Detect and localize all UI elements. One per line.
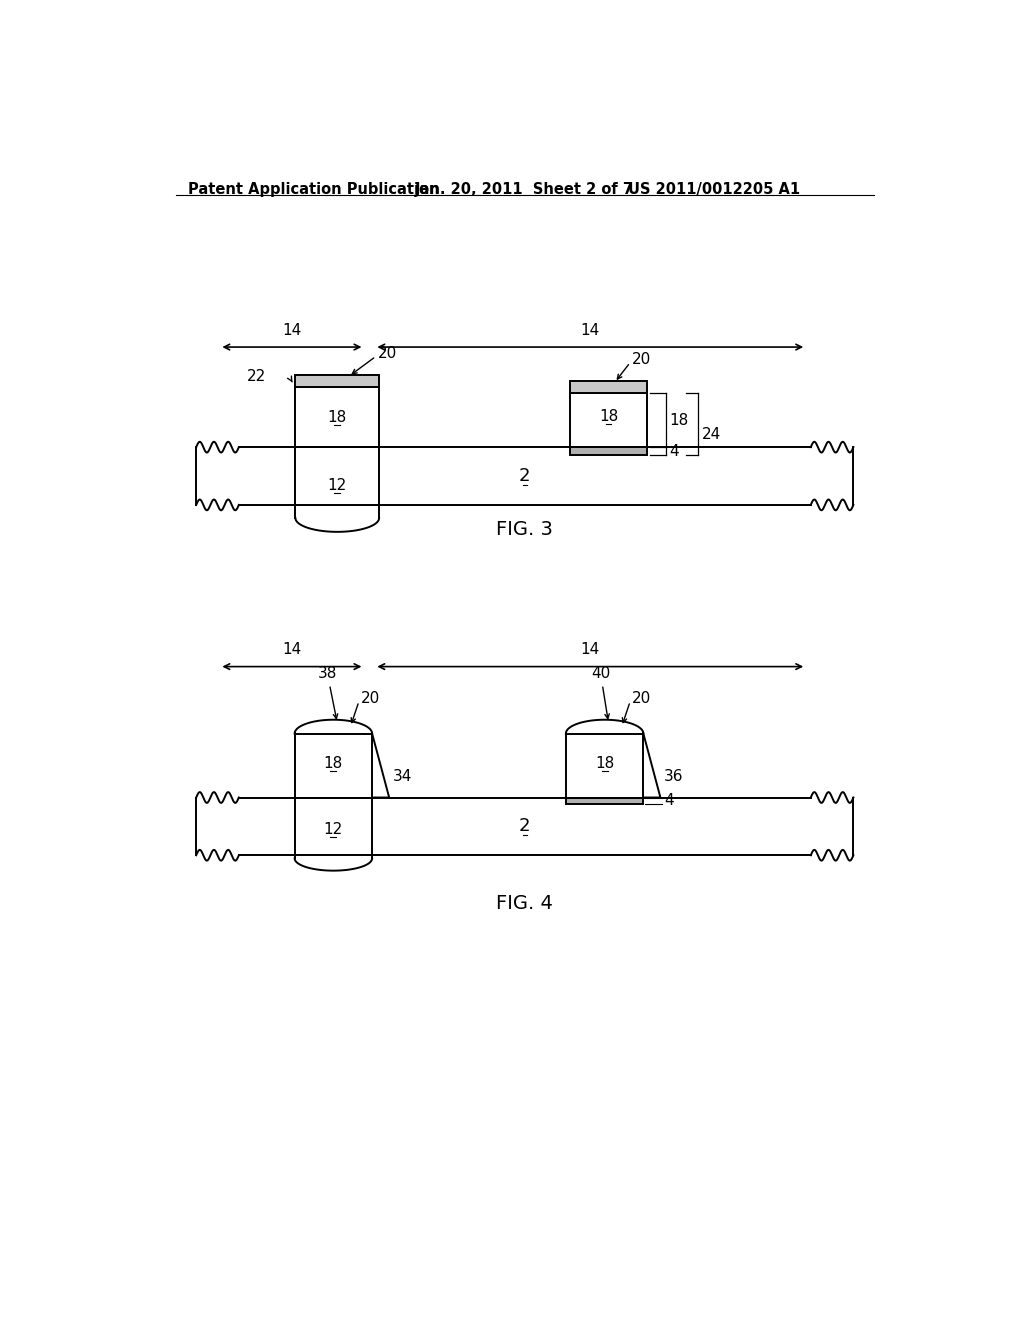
Text: 20: 20: [360, 690, 380, 706]
Bar: [295, 387, 379, 447]
Bar: [569, 447, 647, 455]
Text: US 2011/0012205 A1: US 2011/0012205 A1: [628, 182, 800, 197]
Text: 20: 20: [378, 346, 397, 360]
Text: 18: 18: [324, 756, 343, 771]
Text: 40: 40: [591, 667, 610, 681]
Text: 22: 22: [247, 368, 266, 384]
Bar: [295, 734, 372, 797]
Bar: [569, 381, 647, 393]
Text: Patent Application Publication: Patent Application Publication: [188, 182, 440, 197]
Text: 2: 2: [519, 467, 530, 484]
Text: 20: 20: [632, 690, 651, 706]
Text: 20: 20: [632, 352, 651, 367]
Text: 14: 14: [283, 323, 301, 338]
Text: 12: 12: [324, 822, 343, 837]
Bar: [569, 393, 647, 447]
Bar: [566, 797, 643, 804]
Text: 24: 24: [701, 426, 721, 442]
Text: 34: 34: [393, 770, 413, 784]
Text: 18: 18: [669, 413, 688, 428]
Text: 4: 4: [665, 793, 674, 808]
Bar: [295, 375, 379, 387]
Text: FIG. 3: FIG. 3: [497, 520, 553, 539]
Text: FIG. 4: FIG. 4: [497, 894, 553, 913]
Text: 18: 18: [595, 756, 614, 771]
Text: 14: 14: [283, 643, 301, 657]
Text: 4: 4: [669, 444, 679, 458]
Text: Jan. 20, 2011  Sheet 2 of 7: Jan. 20, 2011 Sheet 2 of 7: [415, 182, 634, 197]
Text: 18: 18: [599, 409, 618, 424]
Text: 36: 36: [665, 770, 684, 784]
Text: 2: 2: [519, 817, 530, 836]
Text: 14: 14: [581, 643, 600, 657]
Text: 18: 18: [328, 409, 347, 425]
Text: 38: 38: [317, 667, 337, 681]
Text: 12: 12: [328, 478, 347, 494]
Text: 14: 14: [581, 323, 600, 338]
Bar: [566, 734, 643, 797]
